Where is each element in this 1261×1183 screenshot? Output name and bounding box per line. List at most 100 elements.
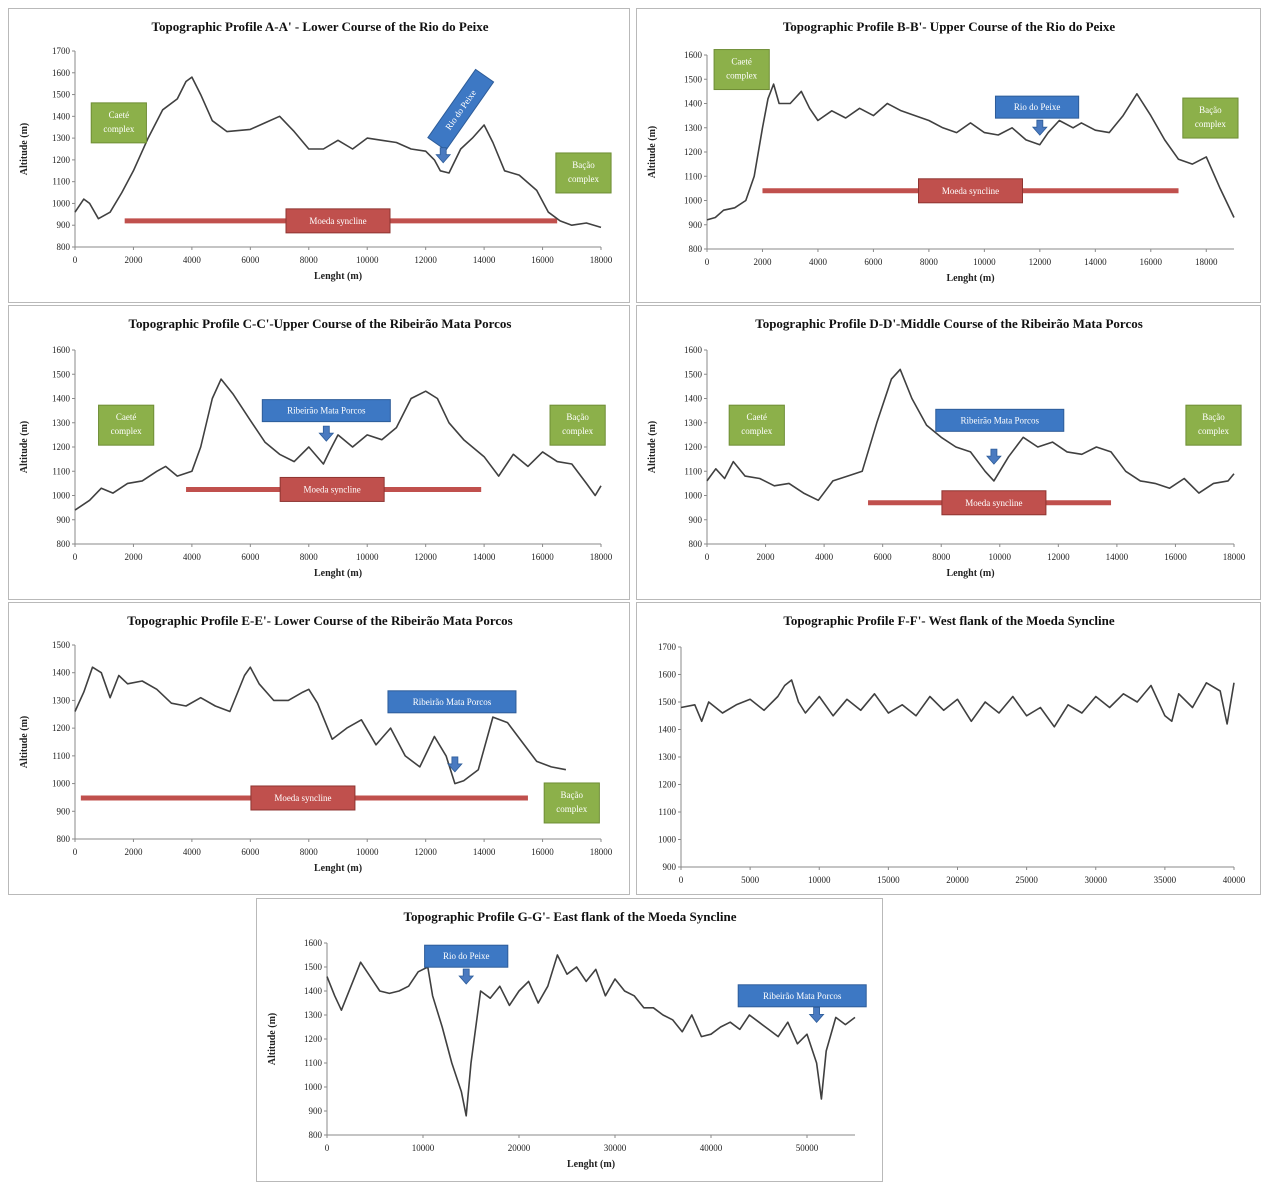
y-tick-label: 1600 <box>658 670 677 680</box>
x-axis-label: Lenght (m) <box>946 273 994 284</box>
x-tick-label: 15000 <box>877 875 900 885</box>
x-tick-label: 10000 <box>973 257 996 267</box>
label-text: Caeté <box>731 57 752 67</box>
x-tick-label: 14000 <box>473 552 496 562</box>
label-text: Moeda syncline <box>965 498 1022 508</box>
label-text: Moeda syncline <box>309 216 366 226</box>
label-text: Caeté <box>116 412 137 422</box>
y-tick-label: 1200 <box>684 147 703 157</box>
x-tick-label: 30000 <box>604 1143 627 1153</box>
panel-profile-f: Topographic Profile F-F'- West flank of … <box>636 602 1261 895</box>
y-tick-label: 1000 <box>52 491 71 501</box>
complex-label: Bação complex <box>1185 404 1242 446</box>
label-text: Caeté <box>747 412 768 422</box>
y-tick-label: 1200 <box>52 723 71 733</box>
y-tick-label: 1200 <box>304 1034 323 1044</box>
label-text: complex <box>103 124 134 134</box>
label-text: complex <box>562 426 593 436</box>
label-box <box>424 944 509 968</box>
y-tick-label: 1400 <box>304 986 323 996</box>
x-tick-label: 6000 <box>241 847 260 857</box>
x-tick-label: 0 <box>325 1143 330 1153</box>
y-tick-label: 1500 <box>52 90 71 100</box>
x-tick-label: 0 <box>73 847 78 857</box>
label-text: Bação <box>572 160 595 170</box>
y-tick-label: 1500 <box>658 697 677 707</box>
label-text: complex <box>568 174 599 184</box>
label-box <box>728 404 785 446</box>
x-tick-label: 10000 <box>356 552 379 562</box>
chart-title: Topographic Profile F-F'- West flank of … <box>783 613 1114 628</box>
label-box <box>90 102 147 144</box>
x-axis-label: Lenght (m) <box>567 1159 615 1170</box>
x-tick-label: 16000 <box>1164 552 1187 562</box>
x-tick-label: 12000 <box>1047 552 1070 562</box>
x-tick-label: 12000 <box>1029 257 1052 267</box>
chart-profile-a: Topographic Profile A-A' - Lower Course … <box>19 19 613 282</box>
label-box <box>941 490 1047 516</box>
label-text: Moeda syncline <box>304 484 361 494</box>
y-tick-label: 1400 <box>52 394 71 404</box>
x-tick-label: 12000 <box>414 552 437 562</box>
label-box <box>555 152 612 194</box>
y-tick-label: 800 <box>689 244 703 254</box>
river-arrow-icon <box>447 756 463 773</box>
label-text: complex <box>556 804 587 814</box>
label-text: Ribeirão Mata Porcos <box>413 697 492 707</box>
y-tick-label: 1200 <box>52 155 71 165</box>
panel-profile-g: Topographic Profile G-G'- East flank of … <box>256 898 883 1182</box>
label-text: complex <box>1198 426 1229 436</box>
y-tick-label: 1300 <box>52 418 71 428</box>
label-box <box>387 690 517 714</box>
label-text: Bação <box>1199 105 1222 115</box>
y-tick-label: 1400 <box>684 99 703 109</box>
x-tick-label: 12000 <box>414 847 437 857</box>
label-text: Caeté <box>109 110 130 120</box>
x-tick-label: 18000 <box>1223 552 1246 562</box>
label-text: complex <box>741 426 772 436</box>
syncline-label: Moeda syncline <box>941 490 1047 516</box>
profile-line <box>74 378 602 511</box>
y-tick-label: 800 <box>57 834 71 844</box>
chart-title: Topographic Profile E-E'- Lower Course o… <box>127 613 513 628</box>
y-tick-label: 1000 <box>658 835 677 845</box>
label-text: Ribeirão Mata Porcos <box>287 406 366 416</box>
x-tick-label: 6000 <box>864 257 883 267</box>
chart-title: Topographic Profile A-A' - Lower Course … <box>151 19 488 34</box>
x-axis-label: Lenght (m) <box>314 863 362 874</box>
complex-label: Caeté complex <box>713 49 770 91</box>
river-label: Rio do Peixe <box>994 95 1080 119</box>
y-tick-label: 1100 <box>52 466 70 476</box>
x-tick-label: 8000 <box>932 552 951 562</box>
river-arrow-icon <box>986 448 1002 465</box>
x-tick-label: 10000 <box>356 255 379 265</box>
x-tick-label: 40000 <box>700 1143 723 1153</box>
profile-line <box>74 666 567 785</box>
river-arrow-icon <box>318 425 335 442</box>
chart-profile-e: Topographic Profile E-E'- Lower Course o… <box>19 613 613 874</box>
x-tick-label: 8000 <box>300 255 319 265</box>
profile-line <box>680 679 1235 728</box>
chart-profile-b: Topographic Profile B-B'- Upper Course o… <box>647 19 1239 284</box>
label-box <box>1182 97 1239 139</box>
river-label: Rio do Peixe <box>427 68 495 151</box>
y-tick-label: 800 <box>57 539 71 549</box>
y-tick-label: 800 <box>689 539 703 549</box>
chart-title: Topographic Profile C-C'-Upper Course of… <box>129 316 512 331</box>
chart-title: Topographic Profile D-D'-Middle Course o… <box>755 316 1143 331</box>
y-tick-label: 1500 <box>52 640 71 650</box>
complex-label: Bação complex <box>1182 97 1239 139</box>
y-axis-label: Altitude (m) <box>19 421 30 474</box>
label-box <box>427 68 495 151</box>
y-tick-label: 1400 <box>684 394 703 404</box>
complex-label: Caeté complex <box>728 404 785 446</box>
y-tick-label: 1300 <box>684 418 703 428</box>
x-tick-label: 6000 <box>874 552 893 562</box>
y-tick-label: 900 <box>57 806 71 816</box>
river-arrow-icon <box>435 147 452 164</box>
y-tick-label: 1100 <box>684 171 702 181</box>
profile-line <box>706 368 1235 502</box>
y-tick-label: 900 <box>689 515 703 525</box>
y-tick-label: 900 <box>663 862 677 872</box>
chart-profile-g: Topographic Profile G-G'- East flank of … <box>267 909 867 1170</box>
